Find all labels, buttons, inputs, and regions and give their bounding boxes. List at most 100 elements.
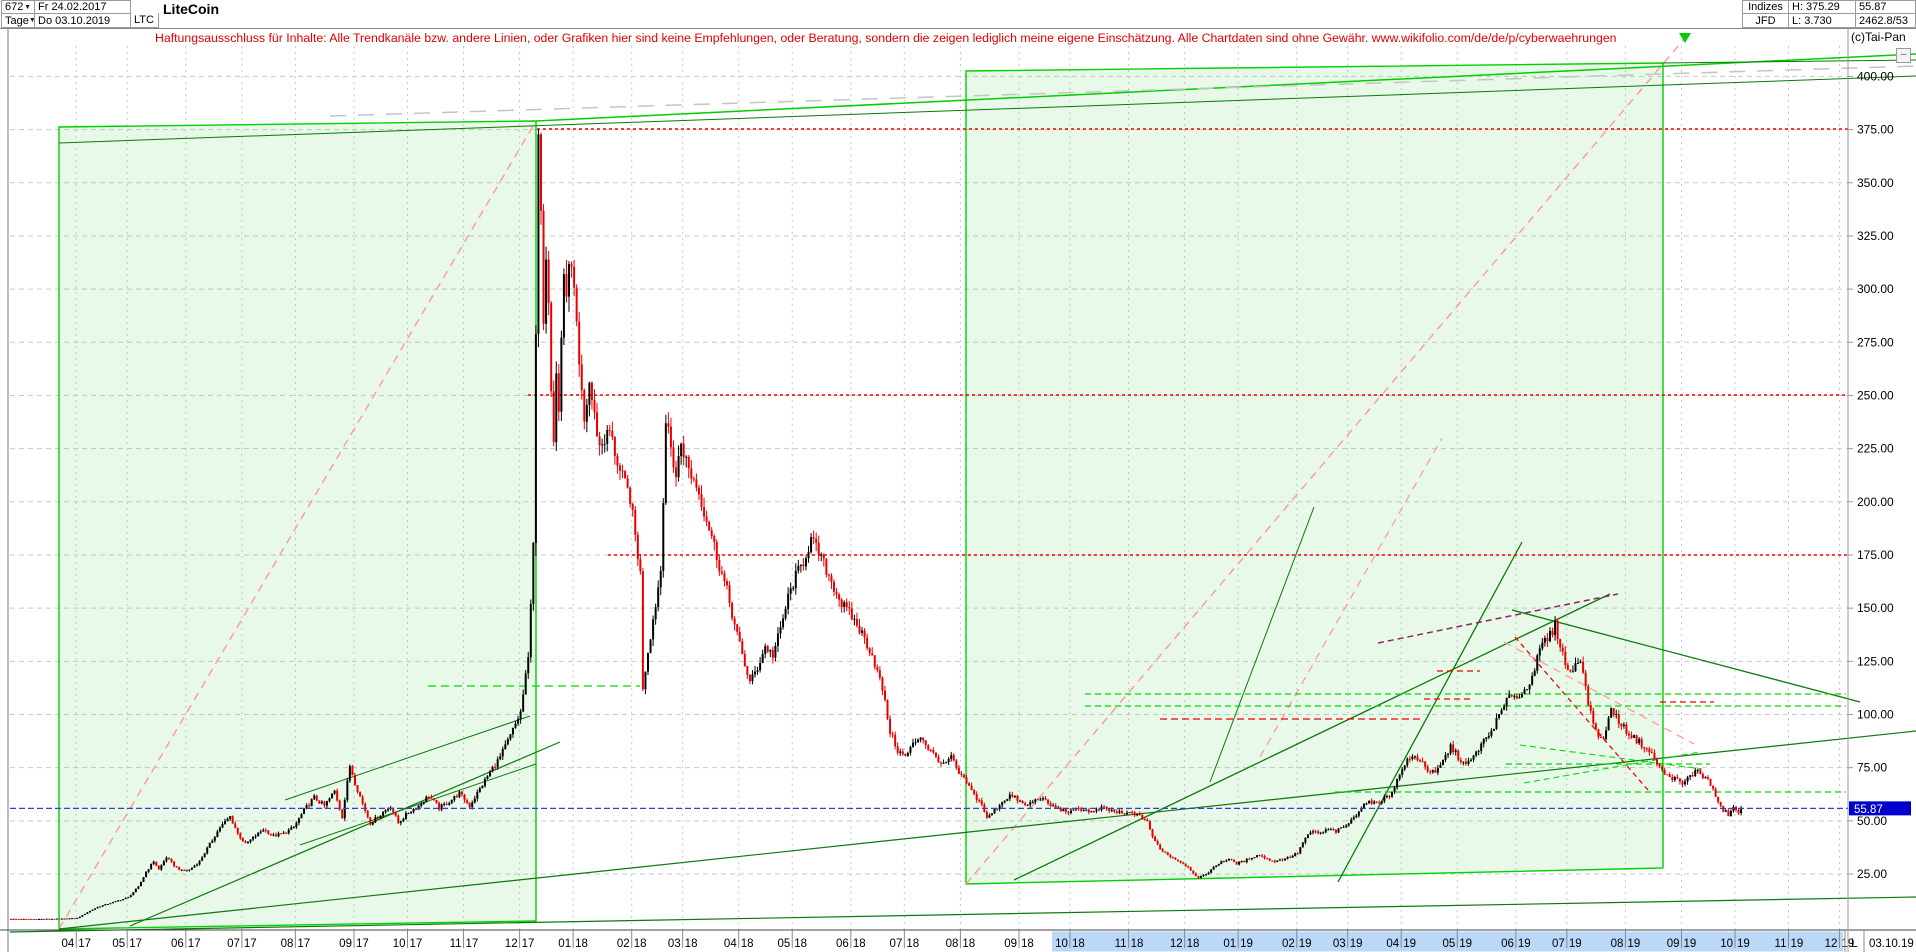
price-axis-label: 100.00 xyxy=(1857,708,1894,722)
date-axis-label: 17 xyxy=(522,938,535,950)
date-axis-label: 11 xyxy=(450,938,462,950)
date-axis-label: 19 xyxy=(1350,938,1363,950)
date-axis-label: 19 xyxy=(1518,938,1531,950)
salmon-descent-jul19[interactable] xyxy=(1503,641,1695,745)
gray-old-trendline[interactable] xyxy=(329,65,1916,117)
price-axis-label: 125.00 xyxy=(1857,654,1894,668)
date-axis-label: 17 xyxy=(466,938,479,950)
axis-highlight-range xyxy=(1051,931,1843,952)
date-axis-label: 08 xyxy=(281,938,294,950)
date-axis-label: 17 xyxy=(409,938,422,950)
date-axis-label: 06 xyxy=(836,938,849,950)
date-axis-label: 17 xyxy=(188,938,201,950)
date-axis-label: 12 xyxy=(505,938,518,950)
price-axis-label: 300.00 xyxy=(1857,282,1894,296)
date-axis-label: 08 xyxy=(1611,938,1624,950)
date-axis-label: 18 xyxy=(575,938,588,950)
date-axis-label: 12 xyxy=(1825,938,1838,950)
date-from-field[interactable]: Fr 24.02.2017 xyxy=(34,0,131,14)
last-date-label: 03.10.19 xyxy=(1869,938,1914,950)
date-axis-label: 11 xyxy=(1115,938,1127,950)
copyright-label: (c)Tai-Pan xyxy=(1851,30,1906,44)
chart-frame xyxy=(0,28,1916,952)
date-axis-label: 19 xyxy=(1299,938,1312,950)
date-axis-label: 01 xyxy=(1223,938,1236,950)
volume-info-value: 2462.8/53 xyxy=(1855,13,1916,28)
date-axis-label: 04 xyxy=(724,938,737,950)
date-axis-label: 19 xyxy=(1683,938,1696,950)
trend-lines[interactable] xyxy=(9,33,1916,933)
date-axis-label: 18 xyxy=(1072,938,1085,950)
price-axis-label: 25.00 xyxy=(1857,867,1887,881)
date-axis-label: 18 xyxy=(906,938,919,950)
date-axis-label: 17 xyxy=(356,938,369,950)
date-axis-label: 19 xyxy=(1569,938,1582,950)
descending-from-peak[interactable] xyxy=(1511,609,1861,703)
steep-apr19-line[interactable] xyxy=(1209,506,1315,783)
support-2019-main[interactable] xyxy=(1013,593,1611,881)
channel-2017-upper[interactable] xyxy=(284,715,531,801)
date-axis-label: 01 xyxy=(558,938,571,950)
date-axis-label: 19 xyxy=(1403,938,1416,950)
date-axis-label: 10 xyxy=(1055,938,1068,950)
date-axis-label: 18 xyxy=(1187,938,1200,950)
salmon-steep-jun19[interactable] xyxy=(1259,437,1443,758)
date-axis-label: 04 xyxy=(61,938,74,950)
box2-top-extension[interactable] xyxy=(1662,59,1916,64)
date-axis-label: 10 xyxy=(1720,938,1733,950)
box1-diagonal[interactable] xyxy=(58,120,537,930)
date-axis-label: 02 xyxy=(617,938,630,950)
date-axis-label: 17 xyxy=(78,938,91,950)
date-axis-label: 09 xyxy=(339,938,352,950)
date-axis-label: 03 xyxy=(1333,938,1346,950)
date-axis-label: 06 xyxy=(1501,938,1514,950)
chart-toolbar: 672 ▼ Tage ▼ Fr 24.02.2017 Do 03.10.2019… xyxy=(0,0,1916,29)
trend-channel-boxes[interactable] xyxy=(58,62,1664,930)
date-axis-label: 07 xyxy=(890,938,903,950)
box2-diagonal[interactable] xyxy=(965,37,1686,885)
date-axis-label: 11 xyxy=(1775,938,1787,950)
channel-2017-lower[interactable] xyxy=(299,763,537,846)
bars-count-value: 672 xyxy=(5,1,24,13)
price-axis-label: 150.00 xyxy=(1857,601,1894,615)
drawing-handle[interactable] xyxy=(1679,33,1691,43)
feed-label[interactable]: JFD xyxy=(1742,13,1789,28)
bottom-fan-line-1[interactable] xyxy=(9,896,1916,933)
group-label[interactable]: Indizes xyxy=(1742,0,1789,14)
date-axis-label: 05 xyxy=(1442,938,1455,950)
price-axis-label: 75.00 xyxy=(1857,761,1887,775)
red-dashed-breakdown[interactable] xyxy=(1514,636,1649,791)
date-axis[interactable]: 04 17 05 17 06 17 07 17 08 17 09 17 10 17 11 17 12 17 01 18… xyxy=(61,930,1914,952)
grid-lines xyxy=(10,46,1848,930)
period-low-value: L: 3.730 xyxy=(1788,13,1856,28)
bars-count-dropdown[interactable]: 672 ▼ xyxy=(1,0,35,14)
date-axis-label: 19 xyxy=(1791,938,1804,950)
chevron-down-icon: ▼ xyxy=(24,3,31,11)
price-axis-label: 350.00 xyxy=(1857,176,1894,190)
date-axis-label: 05 xyxy=(777,938,790,950)
date-axis-label: 19 xyxy=(1459,938,1472,950)
date-axis-label: 19 xyxy=(1627,938,1640,950)
symbol-field[interactable]: LTC xyxy=(130,13,159,28)
date-axis-label: 19 xyxy=(1240,938,1253,950)
purple-dashed-resistance[interactable] xyxy=(1377,593,1619,644)
date-axis-label: 19 xyxy=(1737,938,1750,950)
pennant-lower[interactable] xyxy=(1519,744,1703,770)
bottom-fan-line-3[interactable] xyxy=(129,741,561,927)
price-axis-label: 325.00 xyxy=(1857,229,1894,243)
price-axis[interactable]: 400.00 375.00 350.00 325.00 300.00 275.00 250.… xyxy=(1848,69,1911,881)
upper-dark-trendline[interactable] xyxy=(58,75,1916,144)
date-to-field[interactable]: Do 03.10.2019 xyxy=(34,13,131,28)
date-axis-label: 06 xyxy=(171,938,184,950)
date-axis-label: 07 xyxy=(1552,938,1565,950)
last-marker-label: L xyxy=(1851,936,1858,950)
candle-series xyxy=(10,129,1743,920)
collapse-panel-button[interactable]: – xyxy=(1896,48,1911,63)
date-axis-label: 17 xyxy=(129,938,142,950)
date-axis-label: 18 xyxy=(794,938,807,950)
steep-2019-line[interactable] xyxy=(1337,541,1523,883)
price-axis-label: 400.00 xyxy=(1857,69,1894,83)
period-unit-dropdown[interactable]: Tage ▼ xyxy=(1,13,36,28)
